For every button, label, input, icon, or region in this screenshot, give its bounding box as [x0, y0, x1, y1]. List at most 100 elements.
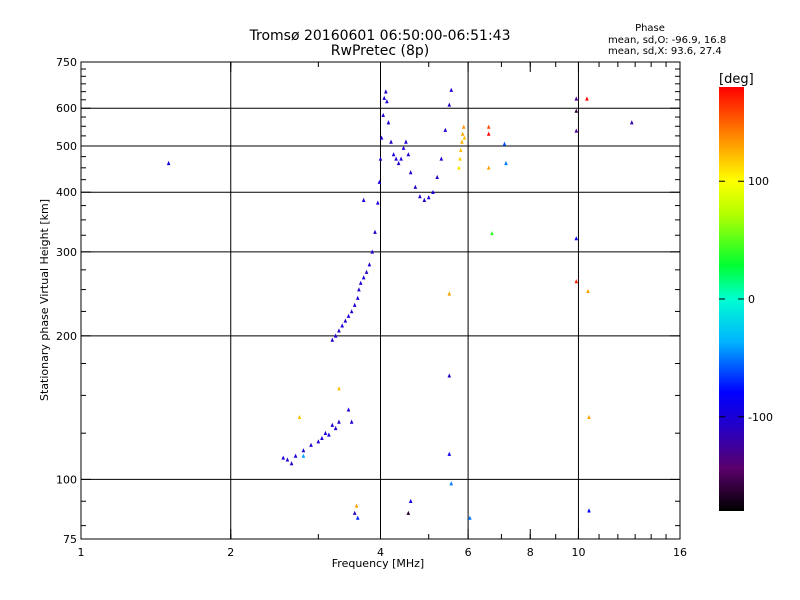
- data-point: [404, 139, 408, 144]
- x-tick-label: 16: [673, 546, 687, 559]
- data-point: [285, 457, 290, 462]
- data-point: [486, 124, 491, 129]
- data-point: [486, 165, 491, 170]
- data-point: [289, 461, 294, 466]
- data-point: [574, 236, 579, 241]
- data-point: [354, 503, 359, 508]
- data-point: [449, 87, 454, 92]
- y-tick-label: 300: [56, 246, 77, 259]
- colorbar-tick-label: 0: [748, 293, 755, 306]
- data-point: [385, 99, 389, 104]
- data-point: [323, 430, 328, 435]
- data-point: [406, 152, 411, 157]
- y-tick-label: 400: [56, 186, 77, 199]
- data-point: [504, 160, 508, 166]
- data-point: [449, 481, 454, 486]
- data-point: [370, 249, 375, 254]
- data-point: [375, 200, 380, 205]
- y-tick-label: 500: [56, 140, 77, 153]
- data-point: [330, 422, 335, 427]
- data-point: [447, 291, 452, 296]
- axis-ticks: 1 2 4 6 8 10 16 75 100 200 300 400 500 600 750: [56, 56, 687, 559]
- data-point: [297, 414, 302, 420]
- colorbar-tick-label: -100: [748, 411, 773, 424]
- chart-subtitle: RwPretec (8p): [331, 43, 429, 59]
- data-point: [320, 435, 324, 441]
- x-tick-label: 8: [527, 546, 534, 559]
- data-point: [460, 139, 464, 144]
- data-points: [166, 87, 634, 520]
- grid-lines: [81, 62, 680, 539]
- data-point: [406, 510, 411, 515]
- x-tick-label: 10: [571, 546, 585, 559]
- data-point: [586, 288, 590, 294]
- data-point: [439, 156, 444, 161]
- stats-x-line: mean, sd,X: 93.6, 27.4: [608, 46, 722, 57]
- data-point: [301, 453, 306, 458]
- data-point: [408, 170, 413, 175]
- data-point: [458, 156, 462, 161]
- data-point: [301, 448, 306, 453]
- data-point: [361, 275, 366, 280]
- data-point: [355, 515, 360, 520]
- data-point: [629, 120, 634, 125]
- data-point: [349, 419, 354, 424]
- data-point: [574, 96, 579, 101]
- data-point: [401, 145, 406, 150]
- data-point: [373, 229, 377, 234]
- x-axis-label: Frequency [MHz]: [332, 557, 424, 570]
- colorbar-ticks: 100 0 -100: [719, 175, 773, 424]
- data-point: [384, 89, 388, 94]
- data-point: [386, 120, 391, 125]
- data-point: [346, 313, 351, 318]
- data-point: [462, 135, 467, 140]
- data-point: [281, 455, 286, 460]
- data-point: [502, 141, 507, 146]
- data-point: [361, 197, 366, 202]
- data-point: [389, 139, 393, 144]
- data-point: [447, 102, 452, 107]
- data-point: [316, 439, 321, 444]
- data-point: [377, 179, 382, 184]
- data-point: [364, 269, 369, 274]
- y-axis-label: Stationary phase Virtual Height [km]: [38, 199, 51, 401]
- data-point: [461, 124, 466, 129]
- stats-o-line: mean, sd,O: -96.9, 16.8: [608, 35, 726, 46]
- data-point: [408, 498, 413, 504]
- data-point: [343, 318, 348, 323]
- data-point: [460, 131, 465, 136]
- data-point: [333, 333, 338, 338]
- colorbar-tick-label: 100: [748, 175, 769, 188]
- data-point: [418, 194, 422, 199]
- data-point: [486, 131, 491, 136]
- data-point: [587, 414, 591, 420]
- data-point: [327, 432, 331, 437]
- x-tick-label: 4: [377, 546, 384, 559]
- data-point: [357, 287, 361, 292]
- data-point: [166, 160, 171, 166]
- data-point: [447, 451, 452, 456]
- x-tick-label: 1: [78, 546, 85, 559]
- data-point: [574, 128, 579, 133]
- data-point: [352, 302, 357, 307]
- data-point: [422, 197, 427, 202]
- data-point: [458, 147, 463, 152]
- data-point: [574, 279, 579, 284]
- data-point: [309, 442, 313, 447]
- data-point: [381, 112, 385, 118]
- data-point: [346, 407, 351, 412]
- data-point: [490, 230, 494, 236]
- y-tick-label: 100: [56, 473, 77, 486]
- data-point: [585, 96, 589, 101]
- data-point: [352, 510, 357, 515]
- data-point: [468, 515, 472, 520]
- data-point: [399, 156, 403, 161]
- data-point: [426, 195, 431, 200]
- stats-heading: Phase: [635, 23, 665, 34]
- data-point: [337, 328, 341, 333]
- data-point: [358, 280, 363, 285]
- y-tick-label: 750: [56, 56, 77, 69]
- x-tick-label: 2: [227, 546, 234, 559]
- chart-title: Tromsø 20160601 06:50:00-06:51:43: [249, 28, 511, 44]
